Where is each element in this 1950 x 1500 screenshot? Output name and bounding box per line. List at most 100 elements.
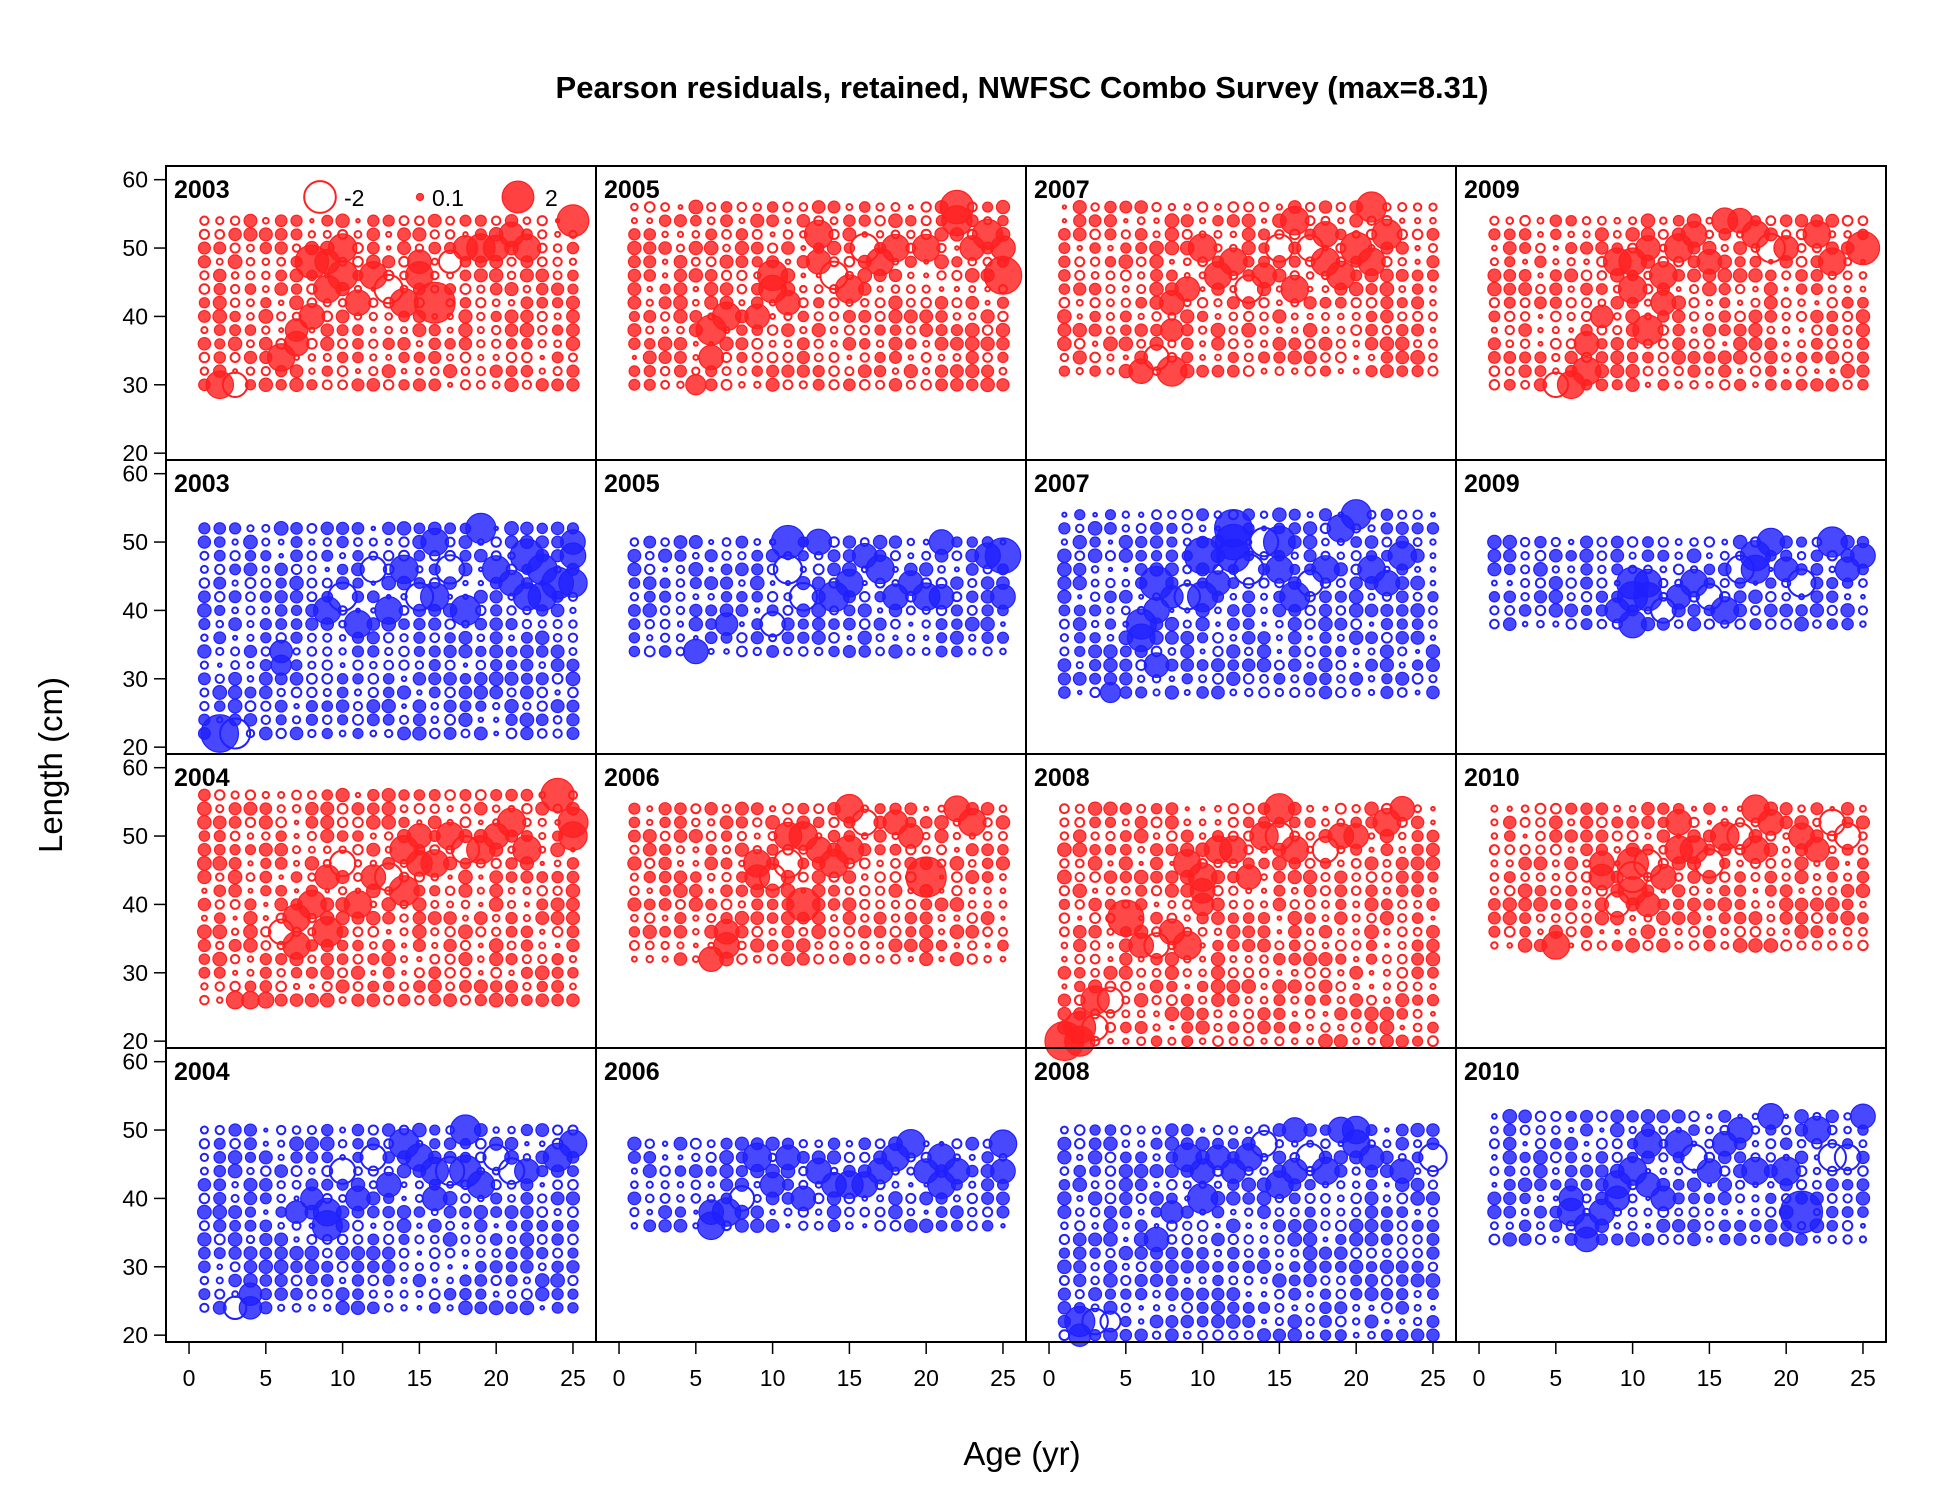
- residual-bubble: [781, 631, 795, 645]
- residual-bubble: [1262, 525, 1296, 559]
- residual-bubble-negative: [1169, 1024, 1175, 1031]
- residual-bubble-negative: [1536, 619, 1545, 629]
- residual-bubble: [567, 1302, 579, 1314]
- residual-bubble-negative: [1259, 311, 1269, 322]
- residual-bubble: [682, 638, 709, 665]
- residual-bubble: [1650, 289, 1677, 316]
- residual-bubble: [336, 939, 349, 952]
- residual-bubble: [1595, 241, 1609, 255]
- residual-bubble-negative: [1304, 604, 1316, 617]
- residual-bubble-negative: [708, 538, 715, 546]
- residual-bubble-negative: [536, 885, 548, 897]
- residual-bubble: [627, 856, 642, 871]
- residual-bubble: [228, 938, 242, 952]
- residual-bubble: [1318, 616, 1333, 632]
- residual-bubble-negative: [1367, 675, 1376, 683]
- residual-bubble: [352, 324, 364, 336]
- residual-bubble: [473, 685, 488, 700]
- residual-bubble-negative: [1397, 509, 1408, 520]
- residual-bubble-negative: [1090, 1180, 1100, 1190]
- residual-bubble-negative: [1304, 645, 1316, 658]
- residual-bubble-negative: [905, 284, 916, 295]
- residual-bubble: [744, 303, 771, 330]
- residual-bubble: [1133, 1163, 1149, 1179]
- residual-bubble-negative: [1091, 1221, 1099, 1230]
- residual-bubble-negative: [1674, 927, 1683, 936]
- residual-bubble: [1057, 842, 1072, 858]
- residual-bubble: [504, 698, 519, 714]
- residual-bubble: [934, 364, 949, 378]
- residual-bubble-negative: [1382, 1194, 1392, 1203]
- residual-bubble-negative: [691, 366, 701, 376]
- residual-bubble-negative: [675, 898, 686, 910]
- residual-bubble-negative: [1152, 1023, 1161, 1032]
- residual-bubble-negative: [721, 537, 732, 547]
- residual-bubble: [1503, 548, 1517, 563]
- residual-bubble-negative: [1811, 324, 1823, 336]
- residual-bubble: [259, 1232, 273, 1247]
- residual-bubble: [905, 856, 947, 898]
- residual-bubble-negative: [1414, 565, 1422, 573]
- residual-bubble-negative: [1642, 939, 1654, 952]
- residual-bubble: [797, 802, 810, 815]
- residual-bubble: [1196, 1301, 1209, 1314]
- residual-bubble-negative: [889, 925, 902, 938]
- residual-bubble: [274, 857, 288, 870]
- residual-bubble: [704, 576, 719, 591]
- residual-bubble-negative: [536, 256, 548, 268]
- residual-bubble-negative: [1183, 203, 1192, 211]
- residual-bubble: [366, 1245, 381, 1261]
- residual-bubble: [842, 952, 856, 966]
- residual-bubble-negative: [1304, 618, 1316, 630]
- residual-bubble-negative: [493, 730, 500, 737]
- residual-bubble: [658, 897, 672, 911]
- residual-bubble: [1425, 1273, 1441, 1288]
- residual-bubble: [673, 295, 688, 311]
- x-tick-label: 5: [689, 1365, 702, 1391]
- residual-bubble-negative: [1107, 1037, 1114, 1045]
- residual-bubble: [428, 378, 442, 392]
- residual-bubble-negative: [1352, 1331, 1360, 1339]
- residual-bubble-negative: [198, 1138, 211, 1150]
- residual-bubble: [275, 618, 288, 631]
- residual-bubble: [197, 241, 211, 255]
- residual-bubble-negative: [874, 214, 886, 227]
- residual-bubble-negative: [293, 832, 300, 840]
- residual-bubble-negative: [307, 564, 317, 575]
- residual-bubble: [489, 644, 504, 659]
- residual-bubble-negative: [414, 1234, 425, 1245]
- residual-bubble-negative: [478, 874, 484, 880]
- residual-bubble-negative: [214, 789, 226, 801]
- residual-bubble: [336, 686, 349, 699]
- residual-bubble: [1426, 938, 1440, 953]
- residual-bubble-negative: [338, 729, 347, 738]
- residual-bubble-negative: [1534, 1138, 1547, 1150]
- residual-bubble: [935, 324, 948, 337]
- residual-bubble-negative: [1583, 258, 1590, 266]
- residual-bubble: [273, 520, 289, 536]
- residual-bubble-negative: [1565, 297, 1577, 309]
- residual-bubble-negative: [1659, 565, 1668, 574]
- residual-bubble-negative: [814, 941, 824, 950]
- residual-bubble-negative: [336, 802, 349, 815]
- residual-bubble: [213, 1219, 227, 1233]
- residual-bubble: [996, 631, 1010, 644]
- residual-bubble: [420, 849, 450, 878]
- residual-bubble: [520, 1205, 534, 1219]
- residual-bubble: [1734, 898, 1746, 910]
- residual-bubble-negative: [813, 284, 824, 294]
- residual-bubble: [1427, 591, 1439, 603]
- residual-bubble: [382, 672, 395, 685]
- residual-bubble-negative: [552, 632, 563, 643]
- residual-bubble-negative: [400, 1181, 408, 1189]
- residual-bubble-negative: [1090, 565, 1100, 574]
- residual-bubble-negative: [1399, 217, 1406, 224]
- residual-bubble-negative: [321, 659, 333, 671]
- residual-bubble-negative: [414, 215, 425, 227]
- residual-bubble: [335, 1300, 350, 1315]
- residual-bubble: [1165, 1246, 1179, 1260]
- residual-bubble: [336, 673, 349, 685]
- residual-bubble: [1180, 644, 1195, 659]
- residual-bubble-negative: [338, 1193, 348, 1203]
